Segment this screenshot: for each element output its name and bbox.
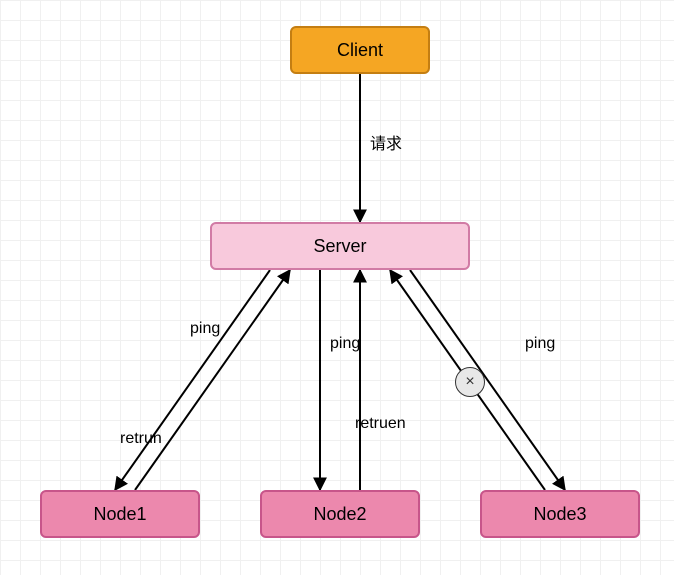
close-icon-glyph: × bbox=[465, 373, 474, 391]
node-server-label: Server bbox=[313, 236, 366, 257]
node-node1-label: Node1 bbox=[93, 504, 146, 525]
edge-server-node1 bbox=[115, 270, 270, 490]
node-node3: Node3 bbox=[480, 490, 640, 538]
edge-label-ping-node3: ping bbox=[525, 335, 555, 353]
node-node2-label: Node2 bbox=[313, 504, 366, 525]
edge-label-ping-node1: ping bbox=[190, 320, 220, 338]
edge-label-return-node2: retruen bbox=[355, 415, 406, 433]
node-node1: Node1 bbox=[40, 490, 200, 538]
node-client-label: Client bbox=[337, 40, 383, 61]
edge-label-ping-node2: ping bbox=[330, 335, 360, 353]
node-client: Client bbox=[290, 26, 430, 74]
close-icon: × bbox=[455, 367, 485, 397]
edge-label-request: 请求 bbox=[370, 130, 402, 154]
diagram-canvas: Client Server Node1 Node2 Node3 请求 ping … bbox=[0, 0, 674, 575]
node-server: Server bbox=[210, 222, 470, 270]
edge-server-node3 bbox=[410, 270, 565, 490]
node-node3-label: Node3 bbox=[533, 504, 586, 525]
node-node2: Node2 bbox=[260, 490, 420, 538]
edges-layer bbox=[0, 0, 674, 575]
edge-node1-server bbox=[135, 270, 290, 490]
edge-label-return-node1: retrun bbox=[120, 430, 162, 448]
